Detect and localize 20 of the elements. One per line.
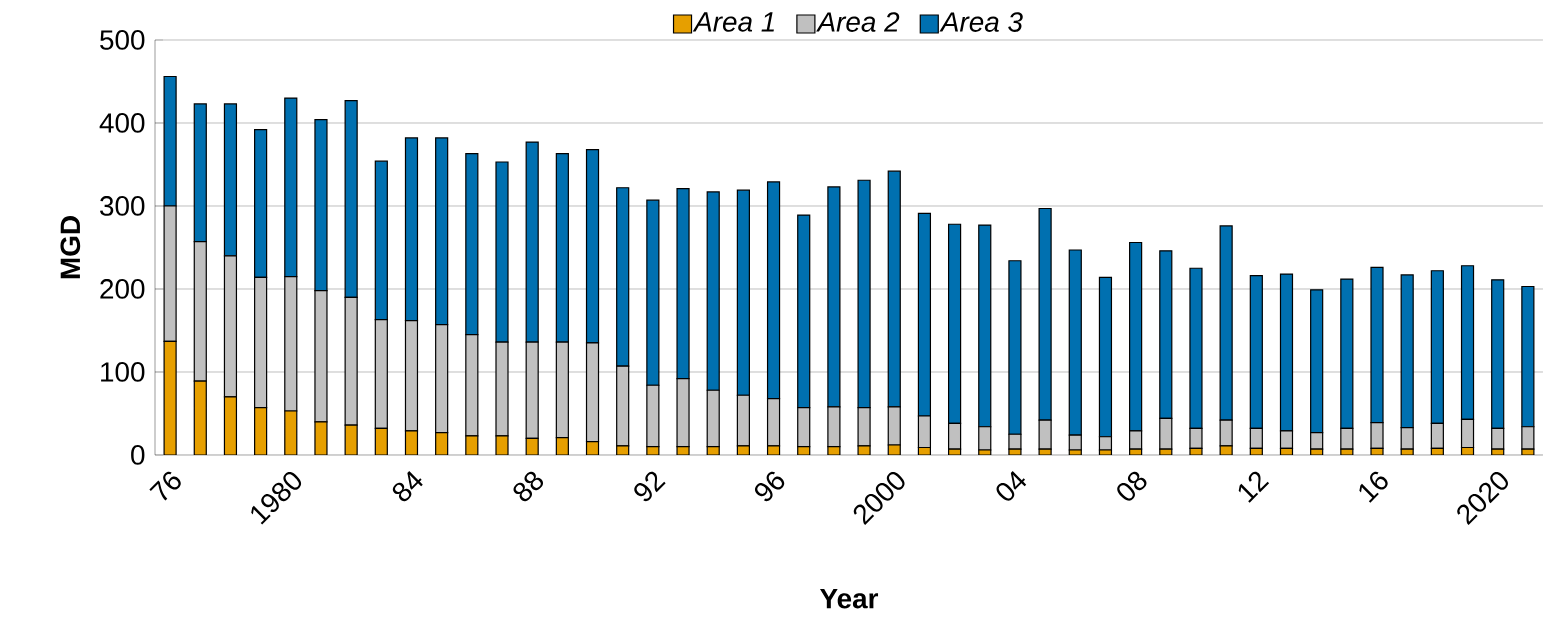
x-tick-label: 92 — [634, 471, 666, 502]
y-tick-label: 300 — [100, 196, 145, 216]
x-tick-label: 08 — [1117, 471, 1147, 501]
legend-label: Area 1 — [692, 12, 774, 32]
x-tick-label: 88 — [513, 471, 544, 502]
x-axis-title: Year — [820, 588, 879, 609]
y-axis-title: MGD — [60, 216, 81, 279]
y-tick-label: 100 — [101, 362, 145, 382]
x-tick-label: 16 — [1359, 471, 1388, 503]
legend-label: Area 2 — [816, 12, 900, 32]
y-tick-label: 0 — [131, 445, 145, 465]
x-tick-label: 96 — [754, 471, 785, 502]
x-tick-label: 04 — [996, 471, 1027, 501]
y-tick-label: 500 — [100, 30, 145, 50]
legend-label: Area 3 — [939, 12, 1023, 32]
x-tick-label: 84 — [392, 471, 423, 502]
x-tick-label: 12 — [1238, 471, 1270, 503]
y-tick-label: 400 — [99, 113, 145, 133]
y-tick-label: 200 — [100, 279, 145, 299]
x-tick-label: 76 — [149, 471, 181, 501]
